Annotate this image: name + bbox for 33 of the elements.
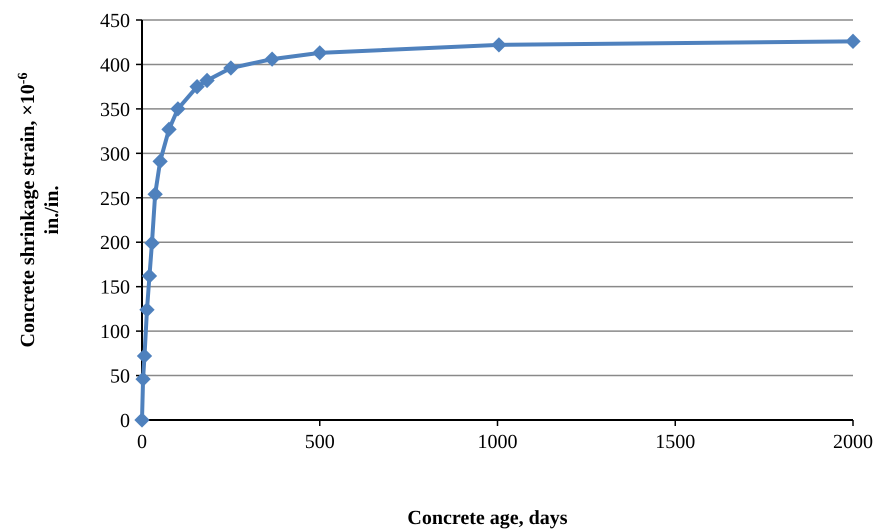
y-tick-label: 400 — [100, 54, 130, 76]
x-tick-label: 1000 — [478, 431, 518, 453]
x-tick-label: 2000 — [833, 431, 873, 453]
y-tick-label: 300 — [100, 143, 130, 166]
point — [139, 302, 155, 318]
y-tick-label: 50 — [110, 366, 130, 388]
point — [223, 60, 239, 76]
point — [199, 72, 215, 88]
x-tick-label: 0 — [137, 431, 147, 453]
point — [136, 348, 152, 364]
point — [170, 101, 186, 117]
y-tick-label: 450 — [100, 10, 130, 32]
point — [134, 412, 150, 428]
x-tick-label: 500 — [304, 431, 335, 453]
point — [135, 371, 151, 387]
point — [142, 268, 158, 284]
x-tick-label: 1500 — [655, 431, 696, 453]
point — [312, 45, 328, 61]
point — [161, 122, 177, 138]
point — [147, 186, 163, 202]
y-tick-label: 350 — [100, 98, 130, 121]
point — [845, 34, 861, 50]
point — [144, 235, 160, 251]
y-tick-label: 200 — [100, 232, 130, 254]
point — [152, 154, 168, 170]
y-tick-label: 0 — [120, 410, 130, 432]
y-tick-label: 100 — [100, 321, 130, 344]
x-axis-title: Concrete age, days — [407, 507, 568, 529]
y-tick-label: 150 — [100, 276, 130, 299]
point — [264, 51, 280, 67]
point — [491, 37, 507, 53]
point — [189, 78, 205, 94]
y-tick-label: 250 — [100, 188, 130, 210]
